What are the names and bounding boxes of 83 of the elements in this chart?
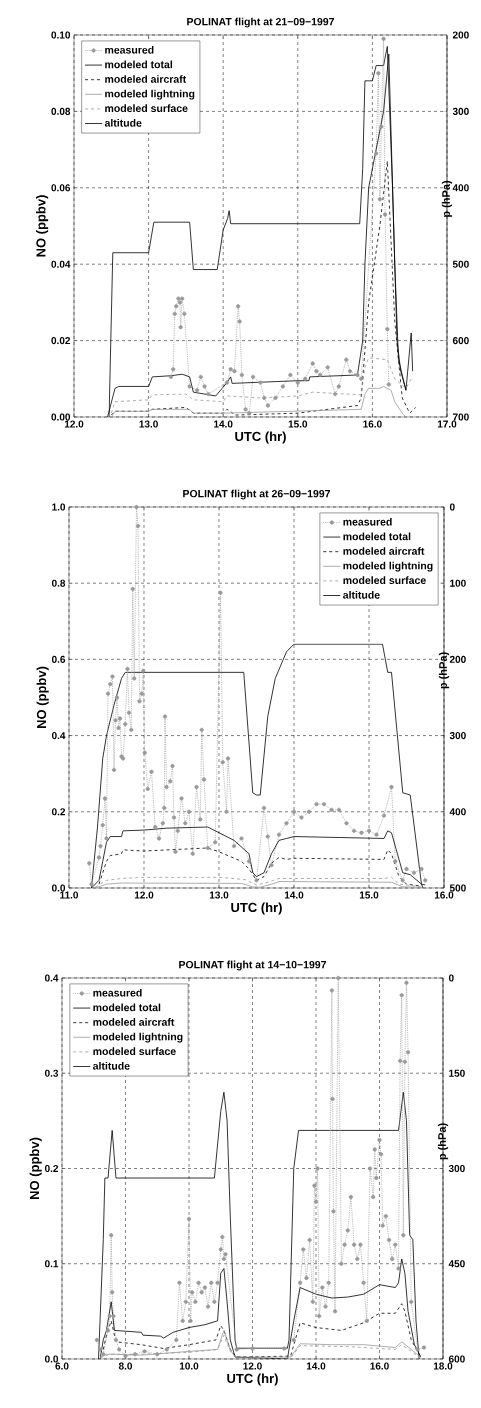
y-tick-label: 0.3 <box>44 1069 59 1077</box>
x-tick-label: 10.0 <box>179 1362 199 1370</box>
x-tick-label: 18.0 <box>433 1362 453 1370</box>
legend-label: altitude <box>93 1061 130 1070</box>
y2-tick-label: 500 <box>449 884 466 892</box>
legend-label: modeled lightning <box>343 561 433 572</box>
x-axis-title: UTC (hr) <box>227 1373 278 1386</box>
y2-tick-label: 500 <box>452 260 469 268</box>
y-tick-label: 0.0 <box>44 1355 59 1363</box>
x-tick-label: 13.0 <box>139 420 158 428</box>
x-tick-label: 14.0 <box>284 891 304 899</box>
y2-tick-label: 300 <box>452 107 469 115</box>
y-tick-label: 0.02 <box>51 337 71 345</box>
x-tick-label: 12.0 <box>243 1362 262 1370</box>
y2-tick-label: 0 <box>449 503 455 511</box>
legend-label: modeled total <box>93 1003 161 1012</box>
y2-tick-label: 600 <box>448 1355 465 1363</box>
y-tick-label: 0.1 <box>44 1260 59 1268</box>
x-tick-label: 12.0 <box>134 891 154 899</box>
y-tick-label: 0.06 <box>51 184 71 192</box>
chart-title: POLINAT flight at 26−09−1997 <box>183 489 331 500</box>
x-tick-label: 6.0 <box>55 1362 69 1370</box>
y2-axis-title: p (hPa) <box>441 180 453 217</box>
y-tick-label: 0.2 <box>51 808 66 816</box>
y2-axis-title: p (hPa) <box>438 652 450 689</box>
y-tick-label: 0.10 <box>51 31 71 39</box>
y2-tick-label: 0 <box>448 974 454 982</box>
x-tick-label: 12.0 <box>64 420 84 428</box>
legend-label: measured <box>343 517 392 526</box>
legend-label: modeled surface <box>343 576 426 585</box>
legend-label: modeled surface <box>93 1047 176 1056</box>
y-tick-label: 0.08 <box>51 107 71 115</box>
y-axis-title: NO (ppbv) <box>29 1137 42 1200</box>
y2-tick-label: 700 <box>452 413 469 421</box>
legend-label: measured <box>93 988 142 997</box>
y2-tick-label: 300 <box>449 732 466 740</box>
y-tick-label: 0.6 <box>51 655 66 663</box>
x-tick-label: 17.0 <box>437 420 457 428</box>
y2-tick-label: 400 <box>452 184 469 192</box>
y-tick-label: 0.2 <box>44 1164 59 1173</box>
y2-tick-label: 300 <box>448 1164 465 1173</box>
legend-label: modeled aircraft <box>343 547 425 555</box>
chart-title: POLINAT flight at 14−10−1997 <box>179 960 327 971</box>
y2-axis-title: p (hPa) <box>437 1123 449 1160</box>
y-tick-label: 0.00 <box>51 413 71 421</box>
x-tick-label: 11.0 <box>60 891 79 899</box>
y-tick-label: 0.4 <box>44 974 59 982</box>
legend-label: modeled lightning <box>105 89 195 100</box>
x-axis-title: UTC (hr) <box>231 902 282 915</box>
x-tick-label: 14.0 <box>306 1362 326 1370</box>
y2-tick-label: 200 <box>452 31 469 39</box>
legend-label: modeled surface <box>105 104 188 113</box>
chart-title: POLINAT flight at 21−09−1997 <box>187 17 335 28</box>
y2-tick-label: 400 <box>449 808 466 816</box>
y-tick-label: 0.8 <box>51 579 66 587</box>
x-tick-label: 8.0 <box>118 1362 133 1370</box>
legend-label: modeled aircraft <box>93 1018 175 1026</box>
x-tick-label: 16.0 <box>434 891 454 899</box>
legend-label: measured <box>105 45 154 54</box>
legend-label: altitude <box>104 118 142 127</box>
y2-tick-label: 200 <box>449 655 466 663</box>
x-tick-label: 15.0 <box>288 420 308 428</box>
x-axis-title: UTC (hr) <box>235 431 286 444</box>
legend-label: modeled aircraft <box>105 75 187 83</box>
legend-label: modeled total <box>343 532 411 541</box>
y2-tick-label: 100 <box>450 579 466 587</box>
y-axis-title: NO (ppbv) <box>36 195 49 257</box>
y2-tick-label: 600 <box>452 337 469 345</box>
legend-label: modeled total <box>105 60 173 69</box>
y2-tick-label: 450 <box>448 1260 465 1268</box>
x-tick-label: 16.0 <box>363 420 382 428</box>
x-tick-label: 16.0 <box>370 1362 389 1370</box>
y-tick-label: 0.04 <box>51 260 71 268</box>
x-tick-label: 14.0 <box>214 420 233 428</box>
legend-label: altitude <box>343 590 380 599</box>
legend-label: modeled lightning <box>93 1032 183 1043</box>
y-tick-label: 0.0 <box>51 884 66 892</box>
y2-tick-label: 150 <box>449 1069 465 1077</box>
y-axis-title: NO (ppbv) <box>36 666 49 729</box>
y-tick-label: 0.4 <box>51 732 66 740</box>
y-tick-label: 1.0 <box>52 503 66 511</box>
x-tick-label: 15.0 <box>359 891 379 899</box>
x-tick-label: 13.0 <box>209 891 229 899</box>
